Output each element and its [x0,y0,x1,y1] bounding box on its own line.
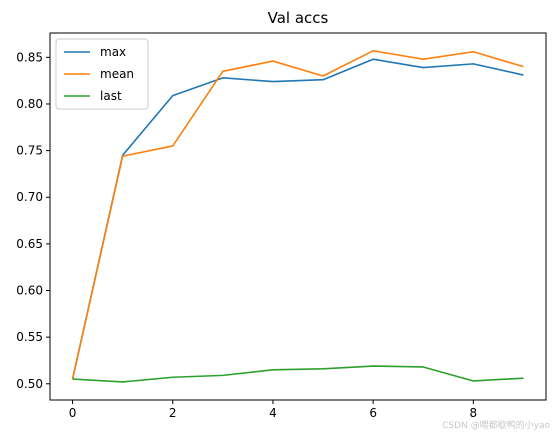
y-tick-label: 0.55 [16,330,43,344]
series-line-last [72,365,524,383]
x-tick-label: 4 [269,406,277,420]
x-tick-label: 6 [369,406,377,420]
watermark: CSDN @喂都歇鸭的小yao [442,421,550,431]
legend-box [55,38,149,110]
series-line-mean [71,50,524,380]
legend-label-last: last [100,89,122,103]
y-tick-label: 0.60 [16,284,43,298]
legend-label-mean: mean [100,67,134,81]
y-tick-label: 0.50 [16,377,43,391]
y-tick-label: 0.75 [16,144,43,158]
y-tick-label: 0.85 [16,50,43,64]
y-tick-label: 0.65 [16,237,43,251]
legend: max mean last [55,38,149,110]
y-tick-label: 0.80 [16,97,43,111]
series-line-max [71,58,524,380]
plot-frame [49,32,547,401]
y-tick-label: 0.70 [16,190,43,204]
series-lines [71,50,524,383]
x-tick-label: 0 [69,406,77,420]
legend-label-max: max [100,45,126,59]
x-tick-label: 2 [169,406,177,420]
x-tick-label: 8 [470,406,478,420]
chart-title: Val accs [268,9,329,27]
axis-ticks: 0 2 4 6 8 0.50 0.55 0.60 0.65 0.70 0.75 0.80 0.85 [16,50,477,420]
